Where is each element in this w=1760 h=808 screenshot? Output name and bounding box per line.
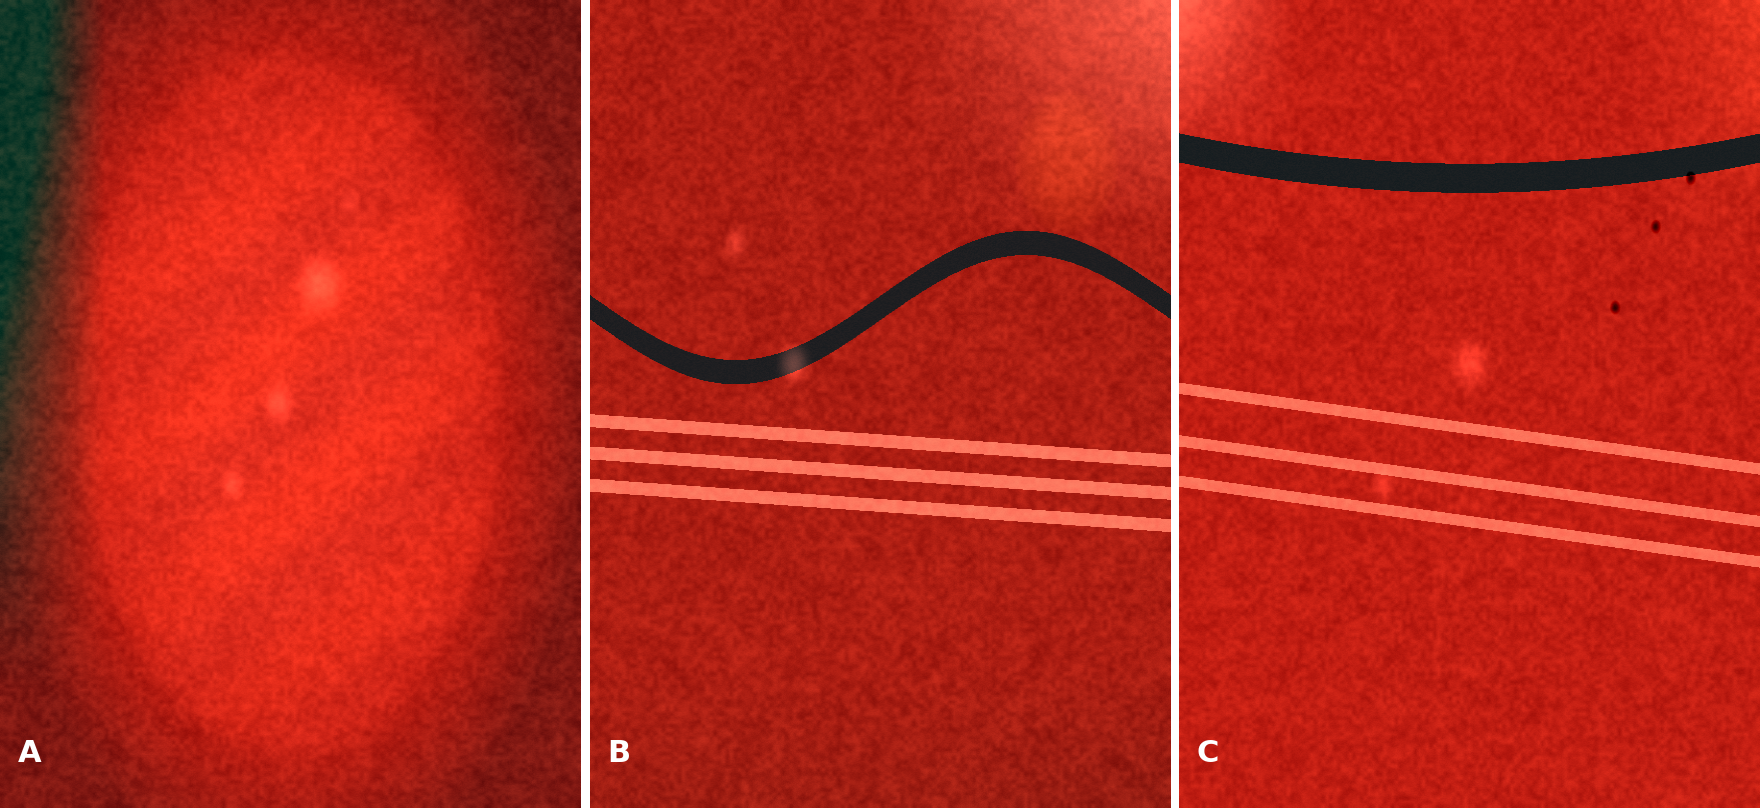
Text: A: A [18,739,40,768]
Text: C: C [1197,739,1220,768]
Text: B: B [607,739,630,768]
